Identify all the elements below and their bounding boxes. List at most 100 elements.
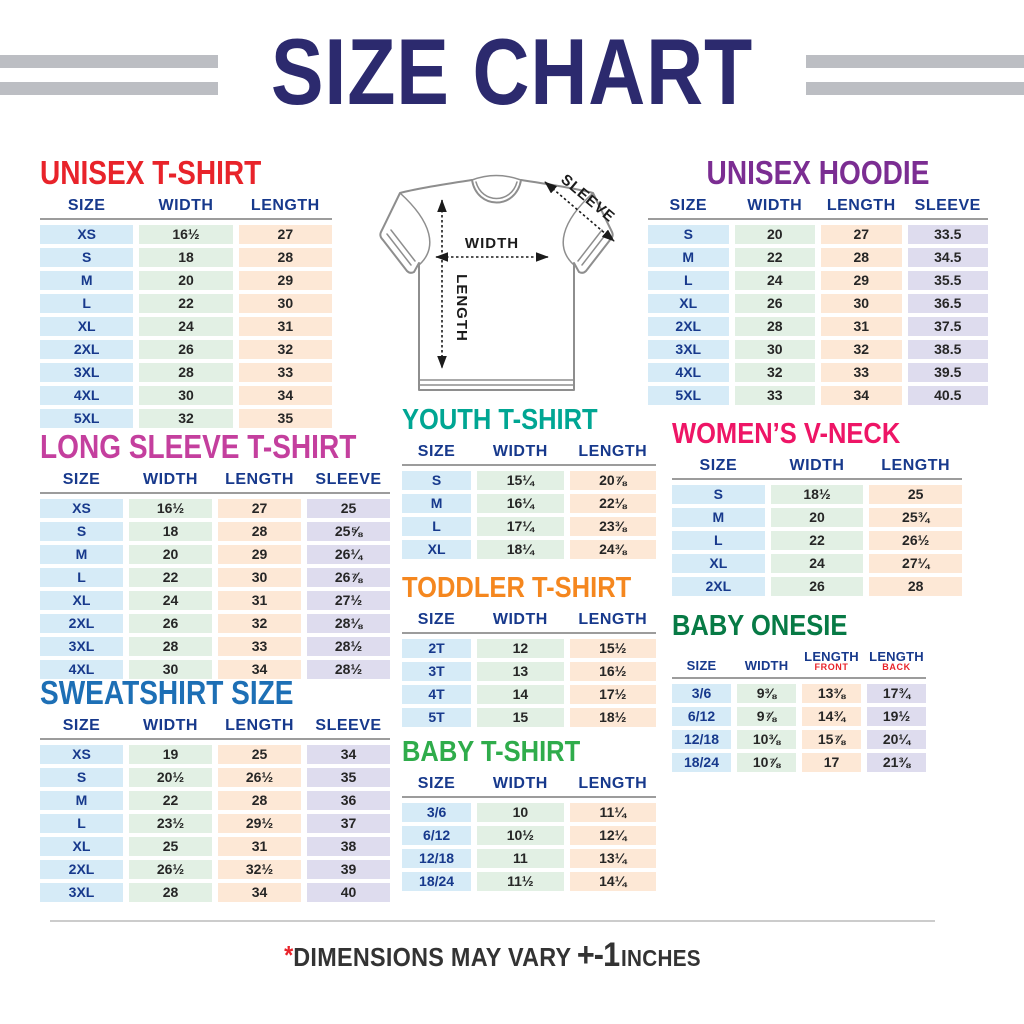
value-cell: 15⅞ <box>802 730 861 750</box>
table-header-row: SIZE WIDTH LENGTH SLEEVE <box>40 470 390 495</box>
size-cell: M <box>402 494 472 514</box>
table-row: 3/6 9⅜ 13⅜ 17¾ <box>672 684 926 704</box>
size-cell: 4T <box>402 685 472 705</box>
table-row: 4XL 30 34 <box>40 386 332 406</box>
value-cell: 14¼ <box>569 872 656 892</box>
page-title: SIZE CHART <box>270 19 754 124</box>
table-row: 6/12 9⅞ 14¾ 19½ <box>672 707 926 727</box>
size-cell: 3XL <box>40 637 123 657</box>
column-header: LENGTH FRONT <box>804 648 859 673</box>
table-header-row: SIZE WIDTH LENGTH <box>402 611 656 635</box>
value-cell: 16½ <box>569 662 656 682</box>
size-cell: 12/18 <box>672 730 731 750</box>
value-cell: 31 <box>238 317 332 337</box>
value-cell: 28 <box>218 522 301 542</box>
size-cell: 3XL <box>40 883 123 903</box>
value-cell: 25 <box>218 745 301 765</box>
column-header: LENGTH <box>578 442 648 460</box>
table-title: YOUTH T-SHIRT <box>402 404 598 436</box>
value-cell: 29 <box>821 271 902 291</box>
value-cell: 26½ <box>218 768 301 788</box>
size-cell: 4XL <box>40 386 134 406</box>
value-cell: 11 <box>477 849 564 869</box>
value-cell: 11½ <box>477 872 564 892</box>
table-title: UNISEX HOODIE <box>706 154 930 191</box>
sleeve-arrow <box>544 181 615 242</box>
value-cell: 13 <box>477 662 564 682</box>
size-cell: XS <box>40 499 123 519</box>
value-cell: 28 <box>821 248 902 268</box>
table-row: M 22 28 34.5 <box>648 248 988 268</box>
armhole-seam-left <box>399 192 431 266</box>
value-cell: 34 <box>307 745 390 765</box>
value-cell: 26½ <box>129 860 212 880</box>
value-cell: 34.5 <box>907 248 988 268</box>
column-header: WIDTH <box>744 658 789 674</box>
column-header: SIZE <box>62 470 101 488</box>
table-row: 3XL 28 33 28½ <box>40 637 390 657</box>
value-cell: 17¼ <box>477 517 564 537</box>
value-cell: 22 <box>770 531 864 551</box>
table-row: L 22 30 26⅞ <box>40 568 390 588</box>
value-cell: 15¼ <box>477 471 564 491</box>
table-header-row: SIZE WIDTH LENGTH <box>672 457 962 481</box>
size-cell: XL <box>40 591 123 611</box>
value-cell: 26 <box>770 577 864 597</box>
size-cell: 5XL <box>40 409 134 429</box>
value-cell: 25 <box>129 837 212 857</box>
value-cell: 23⅜ <box>569 517 656 537</box>
value-cell: 30 <box>734 340 815 360</box>
table-row: 2XL 26 28 <box>672 577 963 597</box>
table-row: XL 26 30 36.5 <box>648 294 988 314</box>
table-header-row: SIZE WIDTH LENGTH SLEEVE <box>40 716 390 741</box>
value-cell: 36.5 <box>907 294 988 314</box>
size-cell: 3XL <box>648 340 729 360</box>
value-cell: 19 <box>129 745 212 765</box>
value-cell: 32 <box>238 340 332 360</box>
tshirt-measurement-diagram: WIDTH LENGTH SLEEVE <box>379 171 618 391</box>
value-cell: 20 <box>139 271 233 291</box>
value-cell: 24⅜ <box>569 540 656 560</box>
table-row: S 15¼ 20⅞ <box>402 471 656 491</box>
decorative-stripe <box>0 55 218 68</box>
table-row: 3XL 28 34 40 <box>40 883 390 903</box>
value-cell: 18¼ <box>477 540 564 560</box>
youth-tshirt-table: YOUTH T-SHIRT SIZE WIDTH LENGTH S 15¼ 20⅞ M 16… <box>402 404 656 563</box>
value-cell: 14 <box>477 685 564 705</box>
table-body: XS 16½ 27 25 S 18 28 25⅝ M 20 29 26¼ L 22 30 26⅞ XL 24 31 2… <box>40 499 390 680</box>
value-cell: 25¾ <box>869 508 963 528</box>
value-cell: 38 <box>307 837 390 857</box>
table-title: SWEATSHIRT SIZE <box>40 674 294 711</box>
table-row: S 18½ 25 <box>672 485 963 505</box>
size-cell: S <box>648 225 729 245</box>
table-row: 4XL 30 34 28½ <box>40 660 390 680</box>
length-label: LENGTH <box>453 274 470 342</box>
table-row: 6/12 10½ 12¼ <box>402 826 656 846</box>
column-header: LENGTH <box>225 716 294 734</box>
value-cell: 10⅜ <box>737 730 796 750</box>
value-cell: 28 <box>218 791 301 811</box>
value-cell: 27¼ <box>869 554 963 574</box>
toddler-tshirt-table: TODDLER T-SHIRT SIZE WIDTH LENGTH 2T 12 15½ 3… <box>402 573 656 731</box>
value-cell: 29 <box>218 545 301 565</box>
value-cell: 35 <box>238 409 332 429</box>
table-row: XS 16½ 27 <box>40 225 332 245</box>
table-row: 12/18 11 13¼ <box>402 849 656 869</box>
table-header-row: SIZE WIDTH LENGTH <box>40 197 332 221</box>
column-header: LENGTH <box>578 774 648 792</box>
cuff-line-left <box>386 229 416 266</box>
size-cell: L <box>40 294 134 314</box>
value-cell: 35 <box>307 768 390 788</box>
value-cell: 31 <box>218 837 301 857</box>
size-cell: XL <box>40 837 123 857</box>
table-header-row: SIZE WIDTH LENGTH SLEEVE <box>648 197 988 221</box>
table-row: 2XL 26½ 32½ 39 <box>40 860 390 880</box>
table-row: 5XL 32 35 <box>40 409 332 429</box>
value-cell: 33 <box>821 363 902 383</box>
value-cell: 22 <box>129 791 212 811</box>
value-cell: 34 <box>238 386 332 406</box>
table-row: S 20 27 33.5 <box>648 225 988 245</box>
table-row: XS 19 25 34 <box>40 745 390 765</box>
footer-divider <box>50 920 935 922</box>
value-cell: 32½ <box>218 860 301 880</box>
